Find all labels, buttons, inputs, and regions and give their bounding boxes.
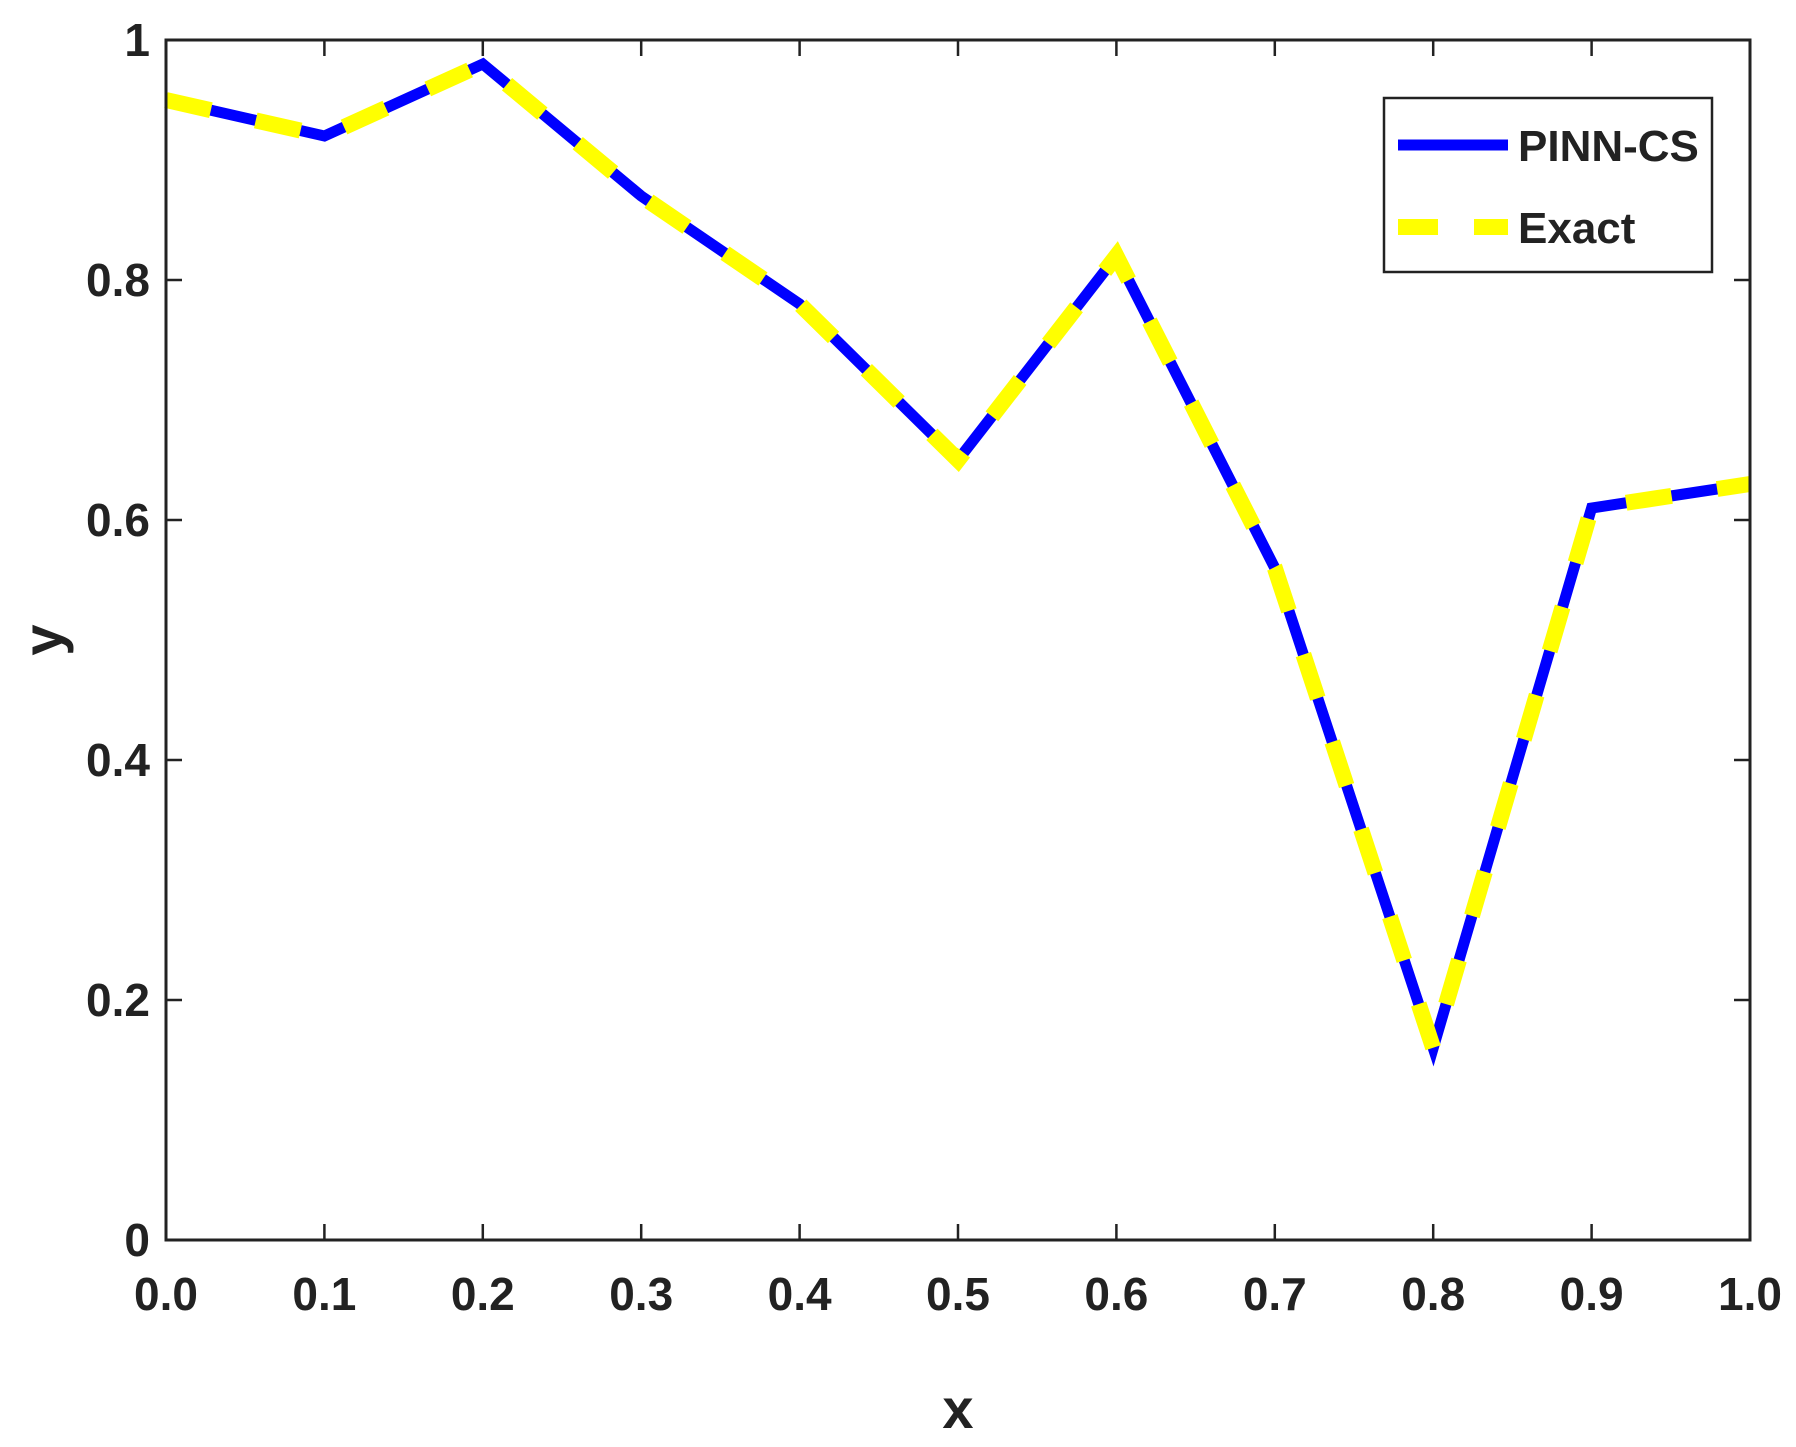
x-tick-label: 1.0	[1718, 1268, 1782, 1320]
legend-box	[1382, 96, 1714, 274]
y-tick-label: 0	[124, 1214, 150, 1266]
tick-labels-layer: 0.0 0.1 0.2 0.3 0.4 0.5 0.6 0.7 0.8 0.9 1.0 0 0.2 0.4…	[86, 14, 1782, 1320]
plot-frame	[164, 38, 1752, 1242]
series-layer	[164, 54, 1752, 1075]
y-tick-label: 0.2	[86, 974, 150, 1026]
x-tick-label: 0.4	[768, 1268, 832, 1320]
legend-items: PINN-CS Exact	[1398, 122, 1699, 253]
legend-label: PINN-CS	[1518, 122, 1699, 171]
x-tick-label: 0.1	[292, 1268, 356, 1320]
y-tick-label: 0.4	[86, 734, 150, 786]
y-tick-label: 1	[124, 14, 150, 66]
y-tick-label: 0.8	[86, 254, 150, 306]
x-tick-label: 0.2	[451, 1268, 515, 1320]
legend: PINN-CS Exact	[1382, 96, 1714, 274]
y-tick-label: 0.6	[86, 494, 150, 546]
y-axis-label: y	[11, 624, 74, 655]
series-line-exact	[164, 54, 1752, 1075]
x-tick-label: 0.5	[926, 1268, 990, 1320]
x-tick-label: 0.7	[1243, 1268, 1307, 1320]
x-tick-label: 0.0	[134, 1268, 198, 1320]
legend-label: Exact	[1518, 204, 1636, 253]
x-tick-label: 0.6	[1084, 1268, 1148, 1320]
x-axis-label: x	[942, 1377, 973, 1440]
x-tick-label: 0.9	[1560, 1268, 1624, 1320]
x-tick-label: 0.8	[1401, 1268, 1465, 1320]
x-tick-label: 0.3	[609, 1268, 673, 1320]
